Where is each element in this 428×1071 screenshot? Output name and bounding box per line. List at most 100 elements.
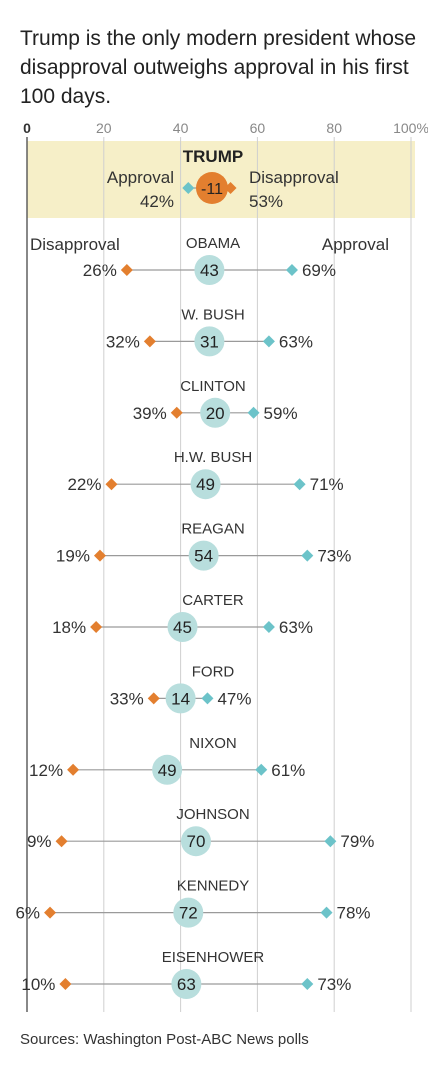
approval-value: 79% xyxy=(340,832,374,851)
disapproval-marker xyxy=(143,335,156,348)
net-value: 49 xyxy=(196,475,215,494)
net-value: 72 xyxy=(179,904,198,923)
net-value: 70 xyxy=(186,832,205,851)
disapproval-marker xyxy=(90,621,103,633)
net-value: 45 xyxy=(173,618,192,637)
net-bubble xyxy=(152,754,183,785)
grid-layer xyxy=(26,137,412,1012)
president-name: CARTER xyxy=(182,592,244,609)
net-value: -11 xyxy=(201,181,223,198)
tick-label: 100% xyxy=(393,120,428,136)
tick-label-layer: 0 20 40 60 80 100% xyxy=(23,120,428,136)
president-name: W. BUSH xyxy=(181,306,244,323)
approval-value: 42% xyxy=(140,192,174,211)
approval-marker xyxy=(301,549,314,562)
disapproval-marker xyxy=(67,763,80,776)
chart-title: Trump is the only modern president whose… xyxy=(20,27,417,108)
approval-value: 47% xyxy=(217,689,251,708)
row-obama: OBAMA 43 26% 69% Disapproval Approval xyxy=(30,235,389,285)
approval-marker xyxy=(301,978,314,990)
disapproval-marker xyxy=(105,478,118,491)
approval-marker xyxy=(182,182,195,194)
net-bubble xyxy=(167,612,198,642)
approval-value: 69% xyxy=(302,261,336,280)
disapproval-value: 22% xyxy=(67,475,101,494)
tick-label: 40 xyxy=(173,120,189,136)
row-eisenhower: EISENHOWER 63 10% 73% xyxy=(21,949,351,999)
approval-legend-label: Approval xyxy=(107,168,174,187)
approval-value: 63% xyxy=(279,618,313,637)
disapproval-value: 6% xyxy=(15,904,40,923)
row-johnson: JOHNSON 70 9% 79% xyxy=(27,806,374,857)
approval-value: 78% xyxy=(337,904,371,923)
disapproval-value: 12% xyxy=(29,761,63,780)
disapproval-value: 39% xyxy=(133,404,167,423)
row-kennedy: KENNEDY 72 6% 78% xyxy=(15,878,371,928)
net-bubble xyxy=(171,969,202,999)
disapproval-value: 10% xyxy=(21,975,55,994)
row-reagan: REAGAN 54 19% 73% xyxy=(56,521,351,571)
disapproval-marker xyxy=(55,835,68,848)
president-name: CLINTON xyxy=(180,378,246,395)
disapproval-value: 18% xyxy=(52,618,86,637)
president-name: OBAMA xyxy=(186,235,240,252)
disapproval-marker xyxy=(170,406,183,419)
president-name: REAGAN xyxy=(181,521,244,538)
net-value: 49 xyxy=(158,761,177,780)
approval-value: 61% xyxy=(271,761,305,780)
net-bubble xyxy=(173,897,204,928)
rows-layer: TRUMP -11 Approval 42% Disapproval 53% OBAMA 43… xyxy=(15,147,389,999)
row-clinton: CLINTON 20 39% 59% xyxy=(133,378,298,428)
president-name: FORD xyxy=(192,663,235,680)
approval-value: 71% xyxy=(310,475,344,494)
disapproval-value: 9% xyxy=(27,832,52,851)
source-note: Sources: Washington Post-ABC News polls xyxy=(20,1031,309,1048)
tick-label: 20 xyxy=(96,120,112,136)
net-bubble xyxy=(194,326,225,357)
approval-value: 73% xyxy=(317,547,351,566)
disapproval-value: 33% xyxy=(110,689,144,708)
approval-value: 73% xyxy=(317,975,351,994)
approval-marker xyxy=(255,763,268,776)
disapproval-value: 19% xyxy=(56,547,90,566)
president-name: NIXON xyxy=(189,735,237,752)
disapproval-legend-label: Disapproval xyxy=(30,235,120,254)
approval-marker xyxy=(262,335,275,348)
row-w-bush: W. BUSH 31 32% 63% xyxy=(106,306,313,357)
net-value: 63 xyxy=(177,975,196,994)
approval-marker xyxy=(320,906,333,919)
net-value: 43 xyxy=(200,261,219,280)
disapproval-value: 53% xyxy=(249,192,283,211)
approval-marker xyxy=(201,692,214,705)
disapproval-legend-label: Disapproval xyxy=(249,168,339,187)
row-nixon: NIXON 49 12% 61% xyxy=(29,735,305,785)
president-name: JOHNSON xyxy=(176,806,249,823)
net-value: 20 xyxy=(206,404,225,423)
president-name: H.W. BUSH xyxy=(174,449,252,466)
net-value: 14 xyxy=(171,689,190,708)
disapproval-value: 32% xyxy=(106,332,140,351)
net-bubble xyxy=(196,172,228,204)
president-name: EISENHOWER xyxy=(162,949,265,966)
approval-marker xyxy=(293,478,306,491)
tick-label: 60 xyxy=(250,120,266,136)
approval-marker xyxy=(285,264,298,276)
tick-label: 0 xyxy=(23,120,31,136)
net-value: 31 xyxy=(200,332,219,351)
net-bubble xyxy=(180,826,211,857)
approval-legend-label: Approval xyxy=(322,235,389,254)
row-carter: CARTER 45 18% 63% xyxy=(52,592,313,642)
approval-marker xyxy=(262,621,275,633)
disapproval-marker xyxy=(59,978,72,990)
net-bubble xyxy=(200,397,231,428)
row-h-w-bush: H.W. BUSH 49 22% 71% xyxy=(67,449,344,500)
president-name: KENNEDY xyxy=(177,878,250,895)
net-bubble xyxy=(190,469,221,500)
approval-value: 59% xyxy=(264,404,298,423)
row-trump: TRUMP -11 Approval 42% Disapproval 53% xyxy=(107,147,339,211)
net-bubble xyxy=(188,540,219,571)
net-bubble xyxy=(194,255,225,285)
president-name: TRUMP xyxy=(183,147,243,166)
